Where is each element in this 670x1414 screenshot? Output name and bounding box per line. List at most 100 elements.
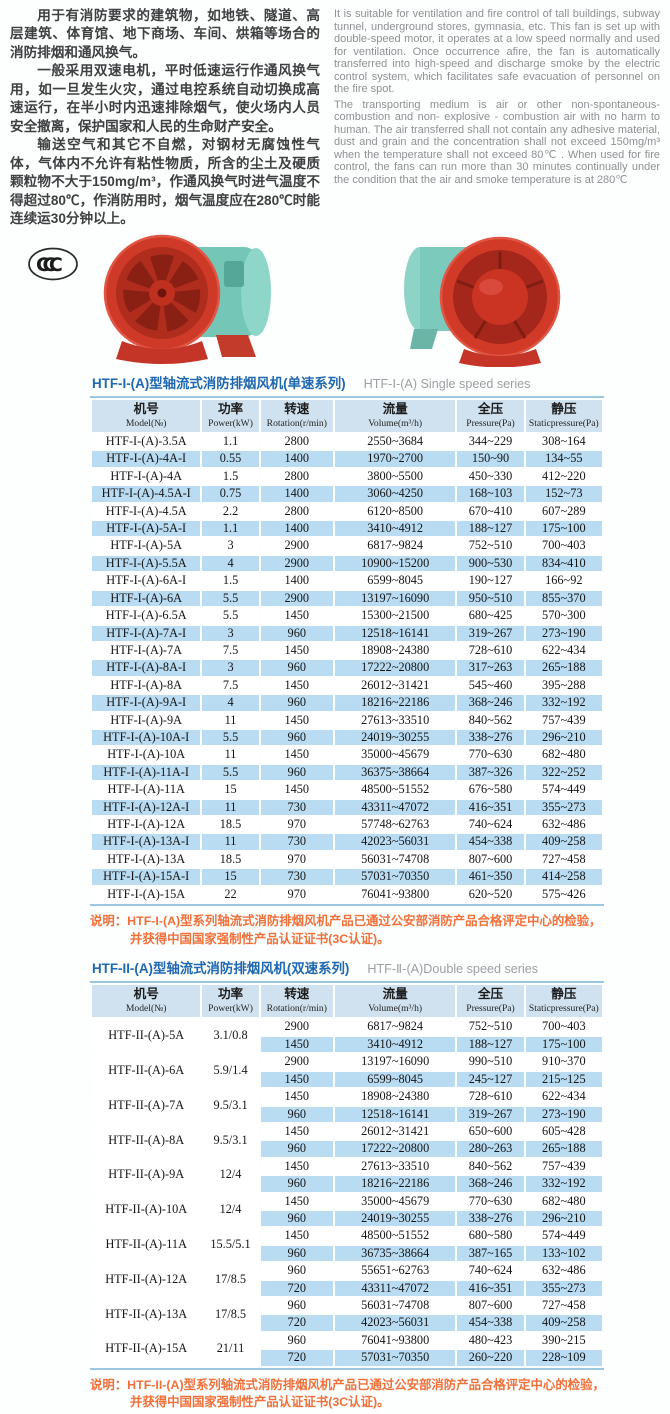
cell-power: 3 [202, 660, 259, 676]
cell-volume: 17222~20800 [334, 660, 456, 676]
cell-volume: 6817~9824 [334, 1019, 456, 1035]
header-model: 机号 Model(№) [92, 399, 201, 433]
table-header: 机号 Model(№) 功率 Power(kW) 转速 Rotation(r/min) 流量… [92, 399, 602, 433]
single-speed-title-en: HTF-Ⅰ-(A) Single speed series [363, 376, 531, 391]
cell-static-pressure: 265~188 [525, 1141, 602, 1157]
cell-model: HTF-I-(A)-15A [92, 886, 201, 903]
table-row: HTF-I-(A)-5A 3 2900 6817~9824 752~510 700~403 [92, 538, 602, 554]
cell-rotation: 1450 [260, 712, 333, 728]
table-row: HTF-I-(A)-6A-I 1.5 1400 6599~8045 190~127 166… [92, 573, 602, 589]
cell-model: HTF-II-(A)-13A [92, 1297, 201, 1331]
cell-pressure: 680~580 [457, 1228, 524, 1244]
cell-power: 2.2 [202, 503, 259, 520]
cell-rotation: 1450 [260, 782, 333, 798]
cell-rotation: 960 [260, 625, 333, 641]
cell-model: HTF-II-(A)-6A [92, 1054, 201, 1088]
cell-static-pressure: 355~273 [525, 799, 602, 815]
table-row: HTF-II-(A)-13A 17/8.5 960 56031~74708 807~60… [92, 1297, 602, 1331]
table-row: HTF-I-(A)-13A-I 11 730 42023~56031 454~338 40… [92, 834, 602, 850]
cell-volume: 15300~21500 [334, 608, 456, 624]
cell-volume: 1970~2700 [334, 451, 456, 467]
cell-rotation: 1450 [260, 1228, 333, 1244]
double-speed-title-en: HTF-Ⅱ-(A)Double speed series [367, 962, 539, 977]
cell-volume: 55651~62763 [334, 1263, 456, 1279]
table-row: HTF-I-(A)-15A-I 15 730 57031~70350 461~350 41… [92, 869, 602, 885]
intro-chinese: 用于有消防要求的建筑物，如地铁、隧道、高层建筑、体育馆、地下商场、车间、烘箱等场… [2, 7, 328, 229]
cell-power: 11 [202, 747, 259, 763]
cell-pressure: 990~510 [457, 1054, 524, 1070]
cell-power: 1.5 [202, 468, 259, 485]
cell-pressure: 416~351 [457, 1280, 524, 1296]
cell-model: HTF-I-(A)-6A-I [92, 573, 201, 589]
cell-static-pressure: 700~403 [525, 1019, 602, 1035]
tables-section: HTF-I-(A)型轴流式消防排烟风机(单速系列) HTF-Ⅰ-(A) Sing… [90, 372, 606, 1412]
cell-model: HTF-II-(A)-9A [92, 1158, 201, 1192]
table-row: 960 12518~16141 319~267 273~190 [92, 1106, 602, 1122]
cell-model: HTF-I-(A)-12A-I [92, 799, 201, 815]
cell-volume: 10900~15200 [334, 555, 456, 572]
cell-rotation: 960 [260, 764, 333, 781]
note-line: 并获得中国国家强制性产品认证证书(3C认证)。 [130, 1395, 390, 1410]
cell-power: 5.5 [202, 608, 259, 624]
header-rotation: 转速 Rotation(r/min) [260, 985, 333, 1018]
cell-volume: 48500~51552 [334, 782, 456, 798]
cell-model: HTF-I-(A)-11A [92, 782, 201, 798]
cell-pressure: 454~338 [457, 1315, 524, 1331]
cell-rotation: 1450 [260, 1036, 333, 1053]
cell-static-pressure: 296~210 [525, 729, 602, 746]
header-pressure: 全压 Pressure(Pa) [457, 985, 524, 1018]
cell-static-pressure: 632~486 [525, 1263, 602, 1279]
cell-rotation: 960 [260, 1210, 333, 1227]
cell-pressure: 260~220 [457, 1350, 524, 1366]
product-images-row: CCC [0, 233, 670, 367]
cell-volume: 36735~38664 [334, 1245, 456, 1262]
cell-model: HTF-I-(A)-7A-I [92, 625, 201, 641]
cell-rotation: 960 [260, 695, 333, 711]
cell-volume: 56031~74708 [334, 851, 456, 868]
table-row: HTF-II-(A)-7A 9.5/3.1 1450 18908~24380 728~6… [92, 1089, 602, 1122]
cell-pressure: 450~330 [457, 468, 524, 485]
header-power: 功率 Power(kW) [202, 985, 259, 1018]
cell-static-pressure: 152~73 [525, 486, 602, 502]
table-row: HTF-II-(A)-15A 21/11 960 76041~93800 480~423… [92, 1332, 602, 1366]
cell-static-pressure: 622~434 [525, 1089, 602, 1105]
cell-volume: 48500~51552 [334, 1228, 456, 1244]
cell-static-pressure: 632~486 [525, 816, 602, 833]
cell-rotation: 1450 [260, 1123, 333, 1140]
cell-volume: 35000~45679 [334, 1193, 456, 1209]
cell-pressure: 770~630 [457, 1193, 524, 1209]
table-row: 1450 6599~8045 245~127 215~125 [92, 1071, 602, 1088]
table-row: 960 17222~20800 280~263 265~188 [92, 1141, 602, 1157]
cell-volume: 35000~45679 [334, 747, 456, 763]
cell-model: HTF-I-(A)-7A [92, 642, 201, 659]
cell-model: HTF-I-(A)-6A [92, 590, 201, 607]
table-row: HTF-I-(A)-8A-I 3 960 17222~20800 317~263 265~… [92, 660, 602, 676]
cell-power: 7.5 [202, 642, 259, 659]
cell-static-pressure: 215~125 [525, 1071, 602, 1088]
cell-model: HTF-II-(A)-11A [92, 1228, 201, 1262]
axial-fan-single-speed-icon [103, 234, 271, 364]
cell-pressure: 368~246 [457, 695, 524, 711]
table-row: HTF-I-(A)-10A 11 1450 35000~45679 770~630 682… [92, 747, 602, 763]
cell-rotation: 1400 [260, 573, 333, 589]
cell-pressure: 545~460 [457, 677, 524, 694]
cell-model: HTF-I-(A)-6.5A [92, 608, 201, 624]
cell-rotation: 970 [260, 816, 333, 833]
cell-static-pressure: 757~439 [525, 1158, 602, 1175]
cell-power: 1.1 [202, 434, 259, 450]
cell-static-pressure: 682~480 [525, 747, 602, 763]
table-row: HTF-I-(A)-9A-I 4 960 18216~22186 368~246 332~… [92, 695, 602, 711]
cell-volume: 18908~24380 [334, 642, 456, 659]
double-speed-note: 说明：HTF-II-(A)型系列轴流式消防排烟风机产品已通过公安部消防产品合格评… [90, 1377, 606, 1412]
cell-pressure: 461~350 [457, 869, 524, 885]
cell-power: 4 [202, 555, 259, 572]
cell-power: 18.5 [202, 816, 259, 833]
table-row: HTF-I-(A)-3.5A 1.1 2800 2550~3684 344~229 308… [92, 434, 602, 450]
cell-static-pressure: 910~370 [525, 1054, 602, 1070]
cell-static-pressure: 575~426 [525, 886, 602, 903]
cell-rotation: 1400 [260, 451, 333, 467]
cell-pressure: 770~630 [457, 747, 524, 763]
cell-rotation: 1400 [260, 486, 333, 502]
cell-static-pressure: 605~428 [525, 1123, 602, 1140]
cell-power: 12/4 [202, 1193, 259, 1227]
